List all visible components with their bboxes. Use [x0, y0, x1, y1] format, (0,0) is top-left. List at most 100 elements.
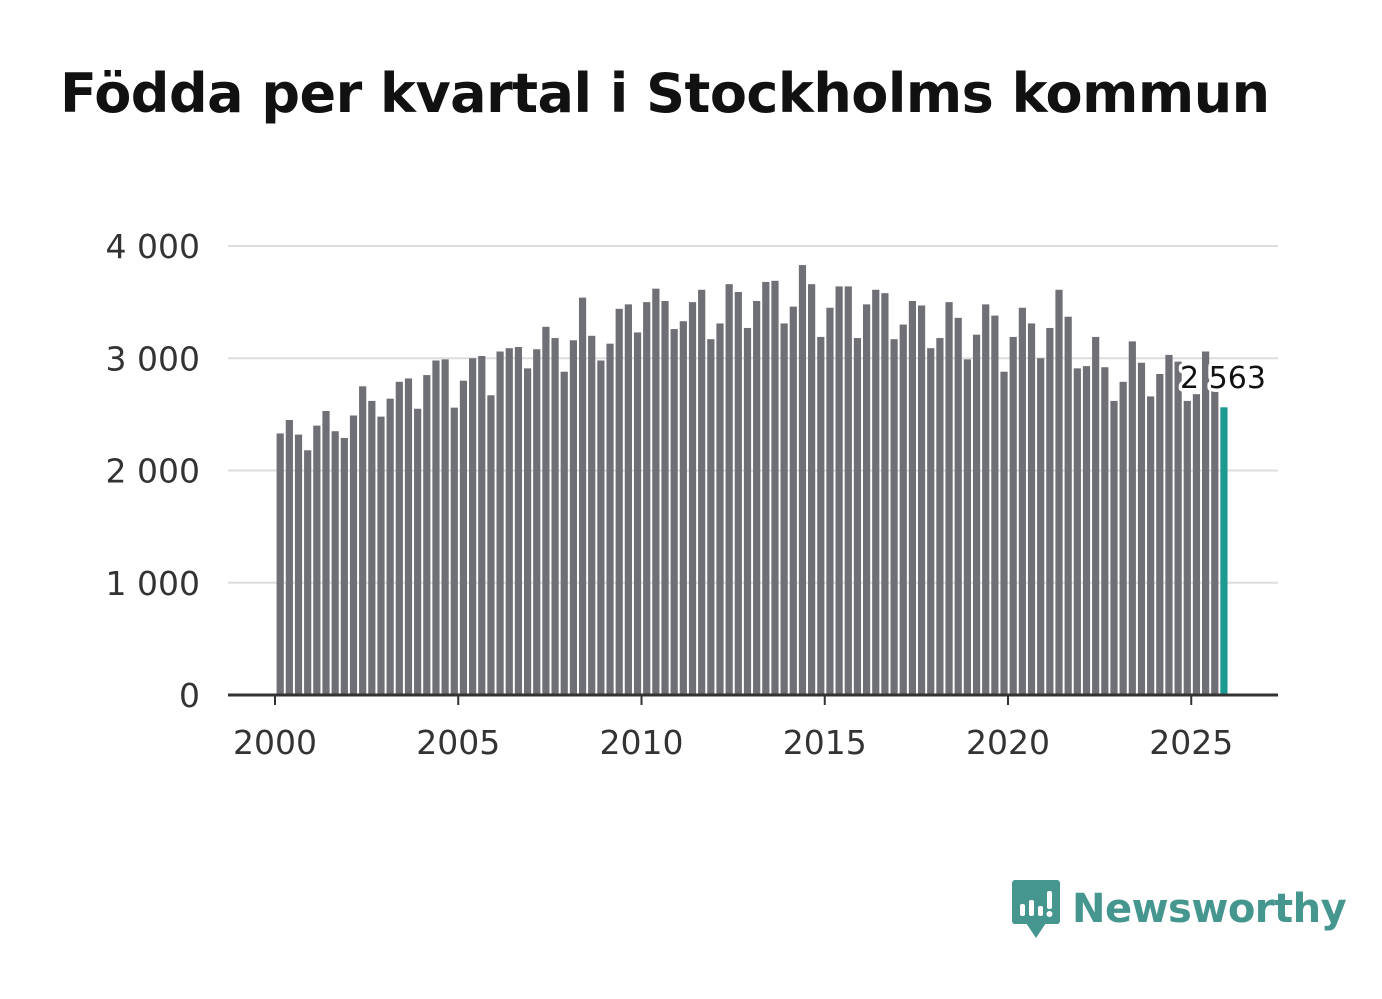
- bar: [716, 323, 724, 695]
- bar: [450, 407, 458, 695]
- bar: [844, 286, 852, 695]
- bar: [285, 419, 293, 695]
- bar: [1174, 361, 1182, 695]
- bar: [459, 380, 468, 695]
- bar: [615, 308, 623, 695]
- bar: [1009, 336, 1017, 695]
- bar: [945, 302, 953, 695]
- bar: [487, 395, 495, 695]
- bar: [1137, 362, 1146, 695]
- bar: [1128, 341, 1136, 695]
- x-axis: 2000 2005 2010 2015 2020 2025: [228, 693, 1278, 762]
- bar: [569, 340, 577, 695]
- bar: [661, 301, 669, 695]
- bar: [780, 323, 788, 695]
- newsworthy-logo-icon: [1012, 880, 1060, 938]
- bar: [972, 334, 981, 695]
- bar: [304, 450, 312, 695]
- bar: [551, 338, 559, 695]
- bar: [1202, 351, 1210, 695]
- bar: [725, 284, 733, 695]
- y-axis-labels: 0 1 000 2 000 3 000 4 000: [106, 227, 200, 715]
- bar: [743, 327, 752, 695]
- bar: [441, 359, 449, 695]
- bar: [734, 292, 742, 695]
- bar: [1119, 381, 1127, 695]
- bar: [789, 306, 797, 695]
- bar: [652, 288, 660, 695]
- bar: [1055, 289, 1063, 695]
- bar: [533, 349, 541, 695]
- bar: [1165, 354, 1173, 695]
- x-tick-label: 2020: [966, 723, 1050, 762]
- bar: [808, 284, 816, 695]
- bar: [826, 307, 834, 695]
- bar: [1211, 390, 1219, 695]
- bar: [432, 360, 440, 695]
- y-tick-label: 0: [179, 676, 200, 715]
- bar: [1018, 307, 1026, 695]
- bar: [1064, 316, 1072, 695]
- bar: [294, 434, 303, 695]
- bar: [1027, 323, 1036, 695]
- bar: [1147, 396, 1155, 695]
- y-tick-label: 4 000: [106, 227, 200, 266]
- bar: [505, 348, 513, 695]
- bar: [835, 286, 843, 695]
- bar: [404, 378, 413, 695]
- bar: [963, 359, 971, 695]
- bar: [927, 348, 935, 695]
- x-tick-label: 2005: [416, 723, 500, 762]
- x-tick-label: 2025: [1149, 723, 1233, 762]
- bar: [890, 339, 898, 695]
- bar: [670, 329, 678, 695]
- bar: [899, 324, 907, 695]
- bar: [817, 336, 825, 695]
- highlight-annotation: 2 563: [1177, 358, 1270, 400]
- bar: [753, 301, 761, 695]
- bar: [377, 416, 385, 695]
- bar: [881, 293, 889, 695]
- bar: [588, 335, 596, 695]
- bar: [853, 338, 862, 695]
- bar: [679, 321, 687, 695]
- bar: [698, 289, 706, 695]
- bar: [982, 304, 990, 695]
- x-tick-label: 2000: [233, 723, 317, 762]
- bar: [1101, 367, 1109, 695]
- bar: [917, 305, 926, 695]
- bar: [1110, 400, 1118, 695]
- bar: [1192, 394, 1201, 695]
- bar: [368, 400, 376, 695]
- bar: [597, 360, 605, 695]
- chart-title: Födda per kvartal i Stockholms kommun: [60, 62, 1270, 125]
- bar: [542, 326, 550, 695]
- bar: [322, 411, 330, 695]
- bar: [798, 265, 807, 695]
- bar: [908, 301, 917, 695]
- x-tick-label: 2010: [600, 723, 684, 762]
- brand-name: Newsworthy: [1072, 886, 1347, 932]
- bar: [514, 347, 523, 695]
- y-tick-label: 3 000: [106, 339, 200, 378]
- bar: [707, 339, 715, 695]
- bar: [633, 332, 642, 695]
- bar: [276, 433, 284, 695]
- bar: [386, 398, 394, 695]
- bar: [1046, 327, 1054, 695]
- bar: [872, 289, 880, 695]
- bar: [523, 368, 532, 695]
- bar: [313, 425, 321, 695]
- bar: [560, 371, 568, 695]
- bar: [340, 437, 348, 695]
- bar: [688, 302, 697, 695]
- bar: [863, 304, 871, 695]
- bar: [624, 304, 632, 695]
- bar: [331, 431, 339, 695]
- bar: [423, 375, 431, 695]
- bar: [414, 408, 422, 695]
- bar: [478, 356, 486, 695]
- y-tick-label: 2 000: [106, 452, 200, 491]
- bar: [606, 343, 614, 695]
